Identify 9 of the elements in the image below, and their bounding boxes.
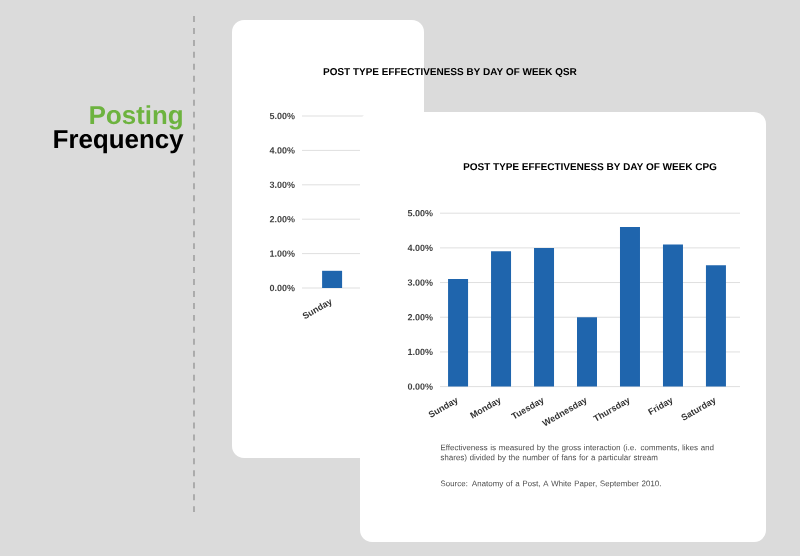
bar <box>448 279 469 387</box>
bar <box>662 244 683 387</box>
bar <box>705 265 726 387</box>
bar <box>619 227 640 387</box>
text: Posting <box>90 105 182 130</box>
bar <box>534 247 555 387</box>
text: Frequency <box>54 130 184 154</box>
bar <box>577 317 597 387</box>
bar <box>491 251 512 387</box>
